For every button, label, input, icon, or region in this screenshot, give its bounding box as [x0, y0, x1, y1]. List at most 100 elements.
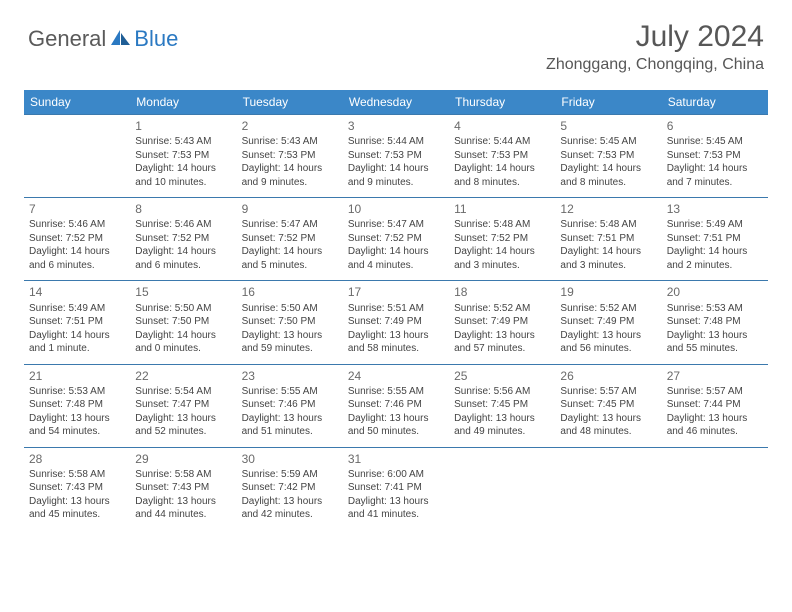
- daylight-text: and 8 minutes.: [560, 176, 656, 190]
- daylight-text: Daylight: 13 hours: [560, 329, 656, 343]
- sunrise-text: Sunrise: 5:50 AM: [135, 302, 231, 316]
- daylight-text: Daylight: 13 hours: [29, 412, 125, 426]
- sunset-text: Sunset: 7:46 PM: [242, 398, 338, 412]
- daylight-text: Daylight: 14 hours: [242, 245, 338, 259]
- sunset-text: Sunset: 7:53 PM: [667, 149, 763, 163]
- sunset-text: Sunset: 7:50 PM: [135, 315, 231, 329]
- day-number: 29: [135, 451, 231, 467]
- calendar-day-cell: 27Sunrise: 5:57 AMSunset: 7:44 PMDayligh…: [662, 364, 768, 447]
- calendar-table: Sunday Monday Tuesday Wednesday Thursday…: [24, 90, 768, 530]
- sunrise-text: Sunrise: 5:44 AM: [454, 135, 550, 149]
- daylight-text: Daylight: 14 hours: [135, 162, 231, 176]
- day-number: 16: [242, 284, 338, 300]
- daylight-text: and 3 minutes.: [560, 259, 656, 273]
- daylight-text: Daylight: 14 hours: [135, 329, 231, 343]
- sunset-text: Sunset: 7:53 PM: [454, 149, 550, 163]
- calendar-day-cell: 26Sunrise: 5:57 AMSunset: 7:45 PMDayligh…: [555, 364, 661, 447]
- calendar-day-cell: 20Sunrise: 5:53 AMSunset: 7:48 PMDayligh…: [662, 281, 768, 364]
- sunrise-text: Sunrise: 5:53 AM: [667, 302, 763, 316]
- daylight-text: Daylight: 14 hours: [454, 162, 550, 176]
- calendar-day-cell: 2Sunrise: 5:43 AMSunset: 7:53 PMDaylight…: [237, 115, 343, 198]
- sunrise-text: Sunrise: 5:46 AM: [29, 218, 125, 232]
- daylight-text: and 1 minute.: [29, 342, 125, 356]
- sunset-text: Sunset: 7:43 PM: [29, 481, 125, 495]
- daylight-text: and 51 minutes.: [242, 425, 338, 439]
- daylight-text: Daylight: 13 hours: [454, 329, 550, 343]
- daylight-text: and 54 minutes.: [29, 425, 125, 439]
- day-number: 30: [242, 451, 338, 467]
- daylight-text: and 45 minutes.: [29, 508, 125, 522]
- day-number: 2: [242, 118, 338, 134]
- sunrise-text: Sunrise: 5:58 AM: [29, 468, 125, 482]
- daylight-text: Daylight: 14 hours: [348, 162, 444, 176]
- daylight-text: and 55 minutes.: [667, 342, 763, 356]
- daylight-text: and 46 minutes.: [667, 425, 763, 439]
- day-number: 26: [560, 368, 656, 384]
- sunset-text: Sunset: 7:48 PM: [29, 398, 125, 412]
- daylight-text: Daylight: 13 hours: [454, 412, 550, 426]
- calendar-day-cell: 17Sunrise: 5:51 AMSunset: 7:49 PMDayligh…: [343, 281, 449, 364]
- day-number: 11: [454, 201, 550, 217]
- brand-sail-icon: [110, 28, 132, 51]
- calendar-day-cell: 13Sunrise: 5:49 AMSunset: 7:51 PMDayligh…: [662, 198, 768, 281]
- sunrise-text: Sunrise: 5:45 AM: [560, 135, 656, 149]
- day-header: Monday: [130, 90, 236, 115]
- calendar-day-cell: 6Sunrise: 5:45 AMSunset: 7:53 PMDaylight…: [662, 115, 768, 198]
- day-number: 12: [560, 201, 656, 217]
- daylight-text: and 58 minutes.: [348, 342, 444, 356]
- daylight-text: and 48 minutes.: [560, 425, 656, 439]
- daylight-text: and 0 minutes.: [135, 342, 231, 356]
- daylight-text: Daylight: 14 hours: [667, 162, 763, 176]
- calendar-day-cell: 10Sunrise: 5:47 AMSunset: 7:52 PMDayligh…: [343, 198, 449, 281]
- calendar-day-cell: [555, 447, 661, 530]
- calendar-day-cell: 24Sunrise: 5:55 AMSunset: 7:46 PMDayligh…: [343, 364, 449, 447]
- calendar-week-row: 21Sunrise: 5:53 AMSunset: 7:48 PMDayligh…: [24, 364, 768, 447]
- daylight-text: and 4 minutes.: [348, 259, 444, 273]
- sunset-text: Sunset: 7:41 PM: [348, 481, 444, 495]
- sunrise-text: Sunrise: 5:58 AM: [135, 468, 231, 482]
- day-number: 15: [135, 284, 231, 300]
- calendar-day-cell: 12Sunrise: 5:48 AMSunset: 7:51 PMDayligh…: [555, 198, 661, 281]
- day-number: 9: [242, 201, 338, 217]
- daylight-text: Daylight: 13 hours: [242, 495, 338, 509]
- day-number: 6: [667, 118, 763, 134]
- daylight-text: and 5 minutes.: [242, 259, 338, 273]
- daylight-text: Daylight: 14 hours: [29, 245, 125, 259]
- day-number: 22: [135, 368, 231, 384]
- sunset-text: Sunset: 7:49 PM: [560, 315, 656, 329]
- calendar-day-cell: 14Sunrise: 5:49 AMSunset: 7:51 PMDayligh…: [24, 281, 130, 364]
- daylight-text: Daylight: 13 hours: [667, 412, 763, 426]
- sunset-text: Sunset: 7:53 PM: [348, 149, 444, 163]
- day-number: 20: [667, 284, 763, 300]
- day-header: Tuesday: [237, 90, 343, 115]
- sunrise-text: Sunrise: 5:55 AM: [242, 385, 338, 399]
- sunrise-text: Sunrise: 5:57 AM: [560, 385, 656, 399]
- day-header: Wednesday: [343, 90, 449, 115]
- sunset-text: Sunset: 7:51 PM: [560, 232, 656, 246]
- brand-text-blue: Blue: [134, 26, 178, 52]
- day-header: Sunday: [24, 90, 130, 115]
- sunrise-text: Sunrise: 5:44 AM: [348, 135, 444, 149]
- calendar-day-cell: 11Sunrise: 5:48 AMSunset: 7:52 PMDayligh…: [449, 198, 555, 281]
- daylight-text: and 57 minutes.: [454, 342, 550, 356]
- sunset-text: Sunset: 7:52 PM: [135, 232, 231, 246]
- daylight-text: Daylight: 14 hours: [454, 245, 550, 259]
- daylight-text: and 7 minutes.: [667, 176, 763, 190]
- day-number: 27: [667, 368, 763, 384]
- sunset-text: Sunset: 7:53 PM: [560, 149, 656, 163]
- calendar-day-cell: 28Sunrise: 5:58 AMSunset: 7:43 PMDayligh…: [24, 447, 130, 530]
- sunrise-text: Sunrise: 5:59 AM: [242, 468, 338, 482]
- sunset-text: Sunset: 7:51 PM: [667, 232, 763, 246]
- location-text: Zhonggang, Chongqing, China: [546, 56, 764, 74]
- sunrise-text: Sunrise: 5:51 AM: [348, 302, 444, 316]
- sunset-text: Sunset: 7:52 PM: [29, 232, 125, 246]
- sunrise-text: Sunrise: 5:57 AM: [667, 385, 763, 399]
- sunset-text: Sunset: 7:42 PM: [242, 481, 338, 495]
- sunrise-text: Sunrise: 5:47 AM: [242, 218, 338, 232]
- sunset-text: Sunset: 7:51 PM: [29, 315, 125, 329]
- daylight-text: Daylight: 13 hours: [348, 495, 444, 509]
- calendar-week-row: 7Sunrise: 5:46 AMSunset: 7:52 PMDaylight…: [24, 198, 768, 281]
- calendar-day-cell: 23Sunrise: 5:55 AMSunset: 7:46 PMDayligh…: [237, 364, 343, 447]
- sunrise-text: Sunrise: 5:53 AM: [29, 385, 125, 399]
- calendar-day-cell: [662, 447, 768, 530]
